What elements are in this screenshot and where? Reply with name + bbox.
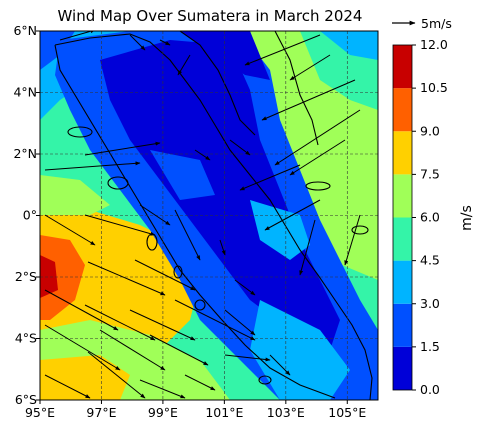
speed-band-10.5-12.0	[40, 255, 58, 298]
x-tick-label: 103°E	[267, 405, 305, 420]
colorbar-tick-label: 12.0	[420, 37, 448, 52]
wind-arrow	[129, 34, 146, 51]
bangka-island	[305, 181, 331, 191]
wind-arrow	[177, 54, 191, 76]
y-tick-label: 4°S	[15, 331, 37, 346]
wind-vectors	[44, 31, 361, 399]
wind-arrow	[44, 214, 96, 246]
map-title: Wind Map Over Sumatera in March 2024	[57, 7, 363, 25]
wind-arrow	[274, 109, 361, 166]
wind-arrow	[44, 324, 121, 371]
x-tick-label: 97°E	[86, 405, 116, 420]
coastline	[54, 31, 373, 400]
sumatra-coast	[54, 33, 373, 400]
wind-arrow	[264, 199, 321, 231]
sipora-island	[173, 265, 183, 279]
colorbar: 0.0 1.5 3.0 4.5 6.0 7.5 9.0 10.5 12.0 m/s	[392, 37, 475, 397]
longitude-axis: 95°E 97°E 99°E 101°E 103°E 105°E	[25, 400, 366, 420]
speed-band-0.0-1.5	[180, 31, 270, 80]
colorbar-swatch	[393, 346, 412, 390]
wind-arrow	[129, 309, 196, 341]
wind-arrow	[59, 31, 96, 41]
y-tick-label: 6°S	[15, 392, 37, 407]
simeulue-island	[67, 126, 93, 138]
x-tick-label: 99°E	[148, 405, 178, 420]
wind-arrow	[139, 204, 171, 226]
wind-arrow	[184, 374, 216, 391]
x-tick-label: 101°E	[205, 405, 243, 420]
wind-arrow	[261, 79, 356, 121]
colorbar-swatch	[393, 217, 412, 261]
colorbar-swatch	[393, 88, 412, 132]
y-tick-label: 6°N	[13, 23, 37, 38]
nias-island	[107, 176, 129, 190]
malay-coast	[179, 31, 256, 136]
wind-arrow	[87, 351, 146, 399]
wind-arrow	[219, 239, 226, 256]
wind-arrow	[84, 141, 161, 156]
y-tick-label: 0°	[23, 208, 37, 223]
x-tick-label: 95°E	[25, 405, 55, 420]
wind-arrow	[234, 279, 256, 296]
y-tick-label: 2°N	[13, 146, 37, 161]
wind-arrow	[149, 334, 209, 366]
belitung-island	[351, 225, 369, 235]
speed-band-7.5-9.0	[40, 355, 130, 400]
colorbar-tick-label: 7.5	[420, 166, 440, 181]
wind-arrow	[224, 309, 256, 336]
wind-arrow	[224, 354, 271, 362]
quiver-key-label: 5m/s	[421, 16, 452, 31]
borneo-west-coast	[274, 31, 319, 146]
wind-arrow	[174, 209, 201, 261]
colorbar-swatch	[393, 260, 412, 304]
y-tick-label: 4°N	[13, 85, 37, 100]
wind-arrow	[134, 259, 196, 291]
pagai-island	[194, 299, 206, 311]
wind-arrow	[289, 54, 331, 81]
speed-band-0.0-1.5	[100, 40, 340, 350]
y-tick-label: 2°S	[15, 269, 37, 284]
enggano-island	[258, 375, 272, 385]
wind-arrow	[139, 379, 186, 399]
wind-arrow	[269, 354, 291, 376]
wind-arrow	[84, 214, 156, 236]
speed-band-3.0-4.5	[320, 31, 378, 60]
colorbar-swatch	[393, 174, 412, 218]
wind-arrow	[159, 39, 171, 46]
wind-arrow	[87, 261, 166, 296]
wind-arrow	[244, 34, 321, 66]
colorbar-tick-label: 1.5	[420, 339, 440, 354]
wind-arrow	[99, 329, 166, 371]
colorbar-tick-label: 3.0	[420, 296, 440, 311]
colorbar-tick-label: 6.0	[420, 210, 440, 225]
wind-arrow	[44, 374, 91, 399]
wind-arrow	[229, 139, 251, 156]
colorbar-swatch	[393, 131, 412, 175]
speed-band-3.0-4.5	[250, 300, 350, 400]
colorbar-swatch	[393, 45, 412, 89]
latitude-axis: 6°N 4°N 2°N 0° 2°S 4°S 6°S	[13, 23, 40, 407]
colorbar-label: m/s	[459, 205, 475, 231]
speed-band-6.0-7.5	[40, 175, 110, 215]
colorbar-tick-label: 4.5	[420, 253, 440, 268]
wind-arrow	[299, 219, 316, 276]
wind-arrow	[44, 289, 119, 331]
wind-arrow	[239, 164, 301, 191]
x-tick-label: 105°E	[328, 405, 366, 420]
wind-arrow	[174, 299, 256, 341]
colorbar-swatch	[393, 303, 412, 347]
colorbar-tick-label: 10.5	[420, 80, 448, 95]
wind-arrow	[84, 304, 156, 341]
speed-band-9.0-10.5	[40, 235, 85, 320]
wind-arrow	[194, 149, 211, 161]
wind-arrow	[289, 139, 346, 176]
wind-arrow	[344, 214, 361, 266]
colorbar-tick-label: 0.0	[420, 382, 440, 397]
wind-arrow	[44, 161, 141, 171]
speed-band-3.0-4.5	[250, 200, 310, 260]
colorbar-tick-label: 9.0	[420, 123, 440, 138]
speed-band-1.5-3.0	[150, 150, 215, 200]
quiver-key: 5m/s	[392, 16, 452, 31]
